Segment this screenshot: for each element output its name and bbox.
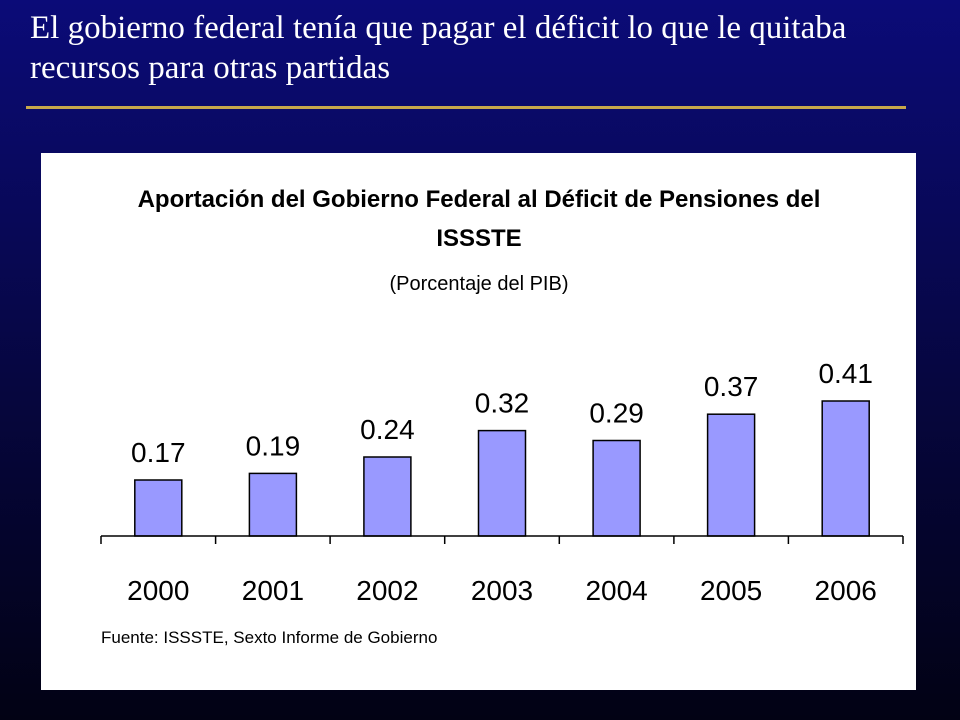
tick-label-2004: 2004 [585,575,647,606]
data-label-2001: 0.19 [246,430,301,461]
data-label-2006: 0.41 [818,358,873,389]
chart-title-line1: Aportación del Gobierno Federal al Défic… [138,186,821,213]
chart-title-line2: ISSSTE [436,225,521,252]
data-label-2003: 0.32 [475,388,530,419]
bar-2006 [821,400,870,537]
source-note: Fuente: ISSSTE, Sexto Informe de Gobiern… [101,628,438,647]
bar-2005 [706,413,756,537]
bar-2004 [592,439,641,537]
tick-label-2001: 2001 [242,575,304,606]
bar-chart: Aportación del Gobierno Federal al Défic… [100,186,904,606]
x-axis [100,535,904,544]
bar-2003 [477,429,527,537]
bar-2000 [134,479,183,537]
data-label-2005: 0.37 [704,371,759,402]
data-labels-group: 0.17 0.19 0.24 0.32 0.29 0.37 0.41 [131,358,873,468]
tick-label-2003: 2003 [471,575,533,606]
tick-label-2006: 2006 [815,575,877,606]
bars-group [134,400,870,537]
bar-2001 [248,472,298,537]
chart-panel: Aportación del Gobierno Federal al Défic… [41,153,916,690]
data-label-2002: 0.24 [360,414,415,445]
data-label-2000: 0.17 [131,437,186,468]
tick-label-2000: 2000 [127,575,189,606]
title-underline [26,106,906,109]
slide-title: El gobierno federal tenía que pagar el d… [30,10,847,86]
chart-subtitle: (Porcentaje del PIB) [390,273,569,295]
bar-2002 [363,456,412,537]
tick-label-2002: 2002 [356,575,418,606]
tick-label-2005: 2005 [700,575,762,606]
x-tick-labels: 2000 2001 2002 2003 2004 2005 2006 [127,575,877,606]
data-label-2004: 0.29 [589,398,644,429]
